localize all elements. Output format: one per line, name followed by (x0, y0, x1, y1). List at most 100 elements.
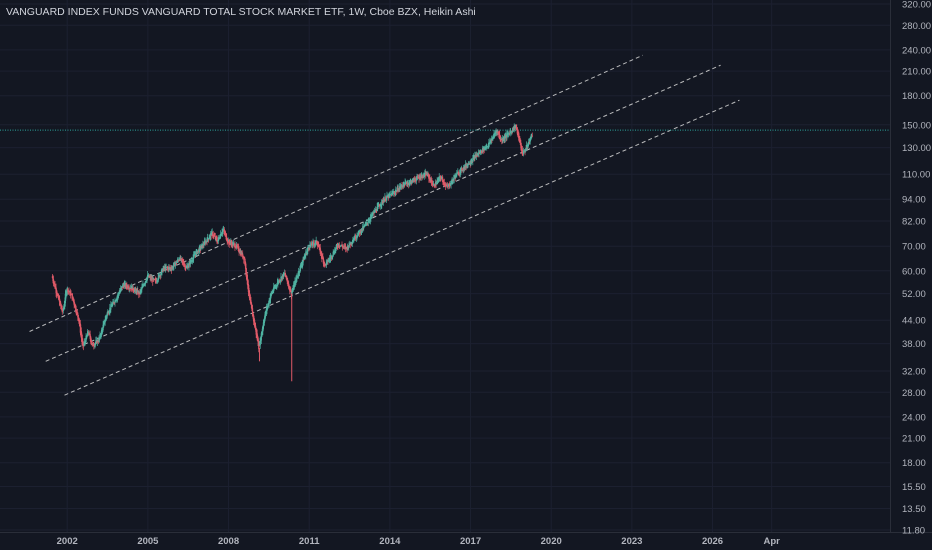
candle-body (203, 241, 206, 246)
candle-body (460, 168, 462, 172)
time-tick-label: 2008 (218, 536, 239, 547)
candle-body (314, 243, 316, 245)
candle-body (266, 308, 268, 311)
candle-body (340, 245, 342, 247)
candle-body (157, 279, 159, 282)
candle-body (208, 238, 210, 240)
candle-body (488, 143, 490, 144)
candle-body (84, 341, 87, 343)
candle-body (298, 270, 301, 273)
candle-body (120, 287, 122, 290)
candle-body (325, 261, 328, 265)
candle-body (130, 288, 132, 290)
candle-body (301, 264, 303, 266)
channel-line[interactable] (64, 99, 740, 396)
candle-body (272, 290, 274, 292)
candle-body (138, 291, 140, 295)
time-tick-label: 2011 (299, 536, 320, 547)
candle-body (527, 143, 529, 146)
candle-body (403, 184, 406, 187)
chart-title: VANGUARD INDEX FUNDS VANGUARD TOTAL STOC… (6, 6, 476, 18)
candle-body (203, 244, 205, 246)
candle-body (514, 127, 516, 129)
candle-body (172, 267, 174, 269)
candle-body (416, 175, 418, 180)
candle-body (524, 149, 527, 152)
candle-body (187, 266, 189, 268)
candle-body (377, 205, 379, 209)
candle-body (116, 296, 118, 300)
price-tick-label: 13.50 (902, 504, 926, 515)
candle-body (118, 293, 120, 295)
candle-body (85, 335, 87, 343)
candle-body (388, 194, 391, 196)
candle-body (161, 270, 164, 272)
candle-body (261, 328, 263, 335)
candle-body (170, 268, 172, 271)
candle-body (409, 181, 411, 184)
candle-body (163, 267, 165, 269)
candle-body (358, 232, 361, 234)
candle-body (447, 184, 450, 187)
candle-body (471, 161, 473, 163)
chart-style-label: Heikin Ashi (423, 6, 476, 18)
candle-body (115, 299, 117, 302)
price-tick-label: 150.00 (902, 120, 931, 131)
candle-body (328, 258, 330, 261)
candle-body (370, 215, 373, 217)
candle-body (396, 189, 398, 192)
time-tick-label: 2020 (541, 536, 562, 547)
candle-body (220, 234, 222, 236)
candle-body (295, 277, 298, 281)
candle-body (296, 275, 299, 278)
candle-body (464, 167, 466, 169)
time-axis[interactable]: 2002 2005 2008 2011 2014 2017 2020 2023 2026 Apr (57, 536, 781, 547)
candle-body (496, 131, 498, 133)
candle-body (141, 286, 143, 290)
candle-body (477, 154, 479, 156)
candle-body (131, 287, 133, 291)
candle-body (189, 260, 192, 264)
candle-body (172, 265, 175, 268)
candle-body (381, 200, 383, 206)
interval-label: 1W (348, 6, 364, 18)
price-tick-label: 60.00 (902, 266, 926, 277)
candle-body (139, 290, 141, 293)
candle-body (283, 273, 285, 275)
candle-body (303, 256, 305, 260)
title-separator: , (363, 6, 370, 18)
price-axis[interactable]: 320.00 280.00 240.00 210.00 180.00 150.00 130.… (902, 0, 931, 537)
candle-body (108, 311, 110, 313)
candle-body (180, 258, 182, 260)
candle-body (363, 225, 365, 228)
price-tick-label: 210.00 (902, 67, 931, 78)
candle-body (262, 326, 264, 332)
candle-body (210, 234, 212, 237)
candle-body (438, 176, 440, 180)
candle-body (232, 243, 234, 246)
candle-body (514, 126, 516, 129)
candle-body (260, 333, 262, 341)
candle-body (279, 280, 281, 282)
candle-body (482, 149, 484, 152)
candle-body (216, 239, 218, 244)
candle-body (311, 244, 313, 246)
candle-body (385, 199, 387, 201)
candle-body (291, 290, 293, 293)
candle-body (425, 173, 427, 177)
candle-body (217, 237, 220, 241)
candle-body (139, 292, 141, 294)
candle-body (374, 211, 376, 213)
candle-body (434, 185, 436, 187)
candle-body (143, 283, 146, 286)
candle-body (204, 242, 207, 244)
candle-body (391, 192, 393, 196)
time-tick-label: 2005 (137, 536, 159, 547)
candle-body (258, 342, 260, 350)
candle-body (484, 147, 486, 149)
candle-body (293, 287, 295, 288)
channel-line[interactable] (45, 64, 721, 362)
price-tick-label: 70.00 (902, 242, 926, 253)
candle-body (504, 137, 506, 140)
